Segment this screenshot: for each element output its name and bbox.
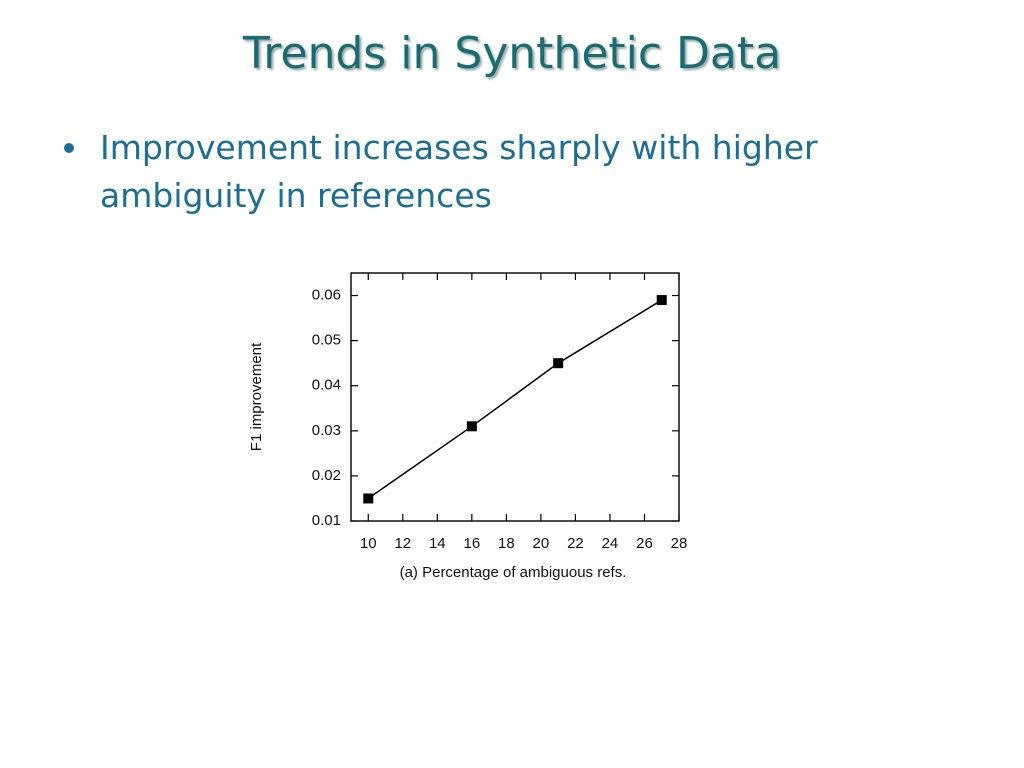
x-tick-label: 24: [602, 535, 619, 552]
x-tick-label: 26: [636, 535, 653, 552]
plot-frame: [350, 272, 680, 522]
y-tick-label: 0.02: [312, 467, 341, 484]
data-line: [367, 299, 663, 500]
x-tick-label: 10: [360, 535, 377, 552]
bullet-dot: [64, 143, 74, 153]
x-tick-label: 14: [429, 535, 446, 552]
x-tick-label: 12: [394, 535, 411, 552]
x-tick-label: 16: [463, 535, 480, 552]
y-axis-label: F1 improvement: [248, 342, 265, 451]
x-tick-label: 18: [498, 535, 515, 552]
data-point: [656, 295, 667, 306]
y-tick-label: 0.04: [312, 377, 341, 394]
data-point: [363, 493, 374, 504]
y-tick-label: 0.03: [312, 422, 341, 439]
y-tick-label: 0.06: [312, 287, 341, 304]
data-point: [466, 421, 477, 432]
slide-title: Trends in Synthetic Data: [242, 28, 782, 79]
x-tick-label: 22: [567, 535, 584, 552]
x-tick-label: 28: [671, 535, 688, 552]
x-tick-label: 20: [533, 535, 550, 552]
y-tick-label: 0.05: [312, 332, 341, 349]
x-axis-label: (a) Percentage of ambiguous refs.: [400, 564, 627, 581]
bullet-text: Improvement increases sharply with highe…: [100, 128, 818, 215]
y-tick-label: 0.01: [312, 512, 341, 529]
data-point: [553, 358, 564, 369]
